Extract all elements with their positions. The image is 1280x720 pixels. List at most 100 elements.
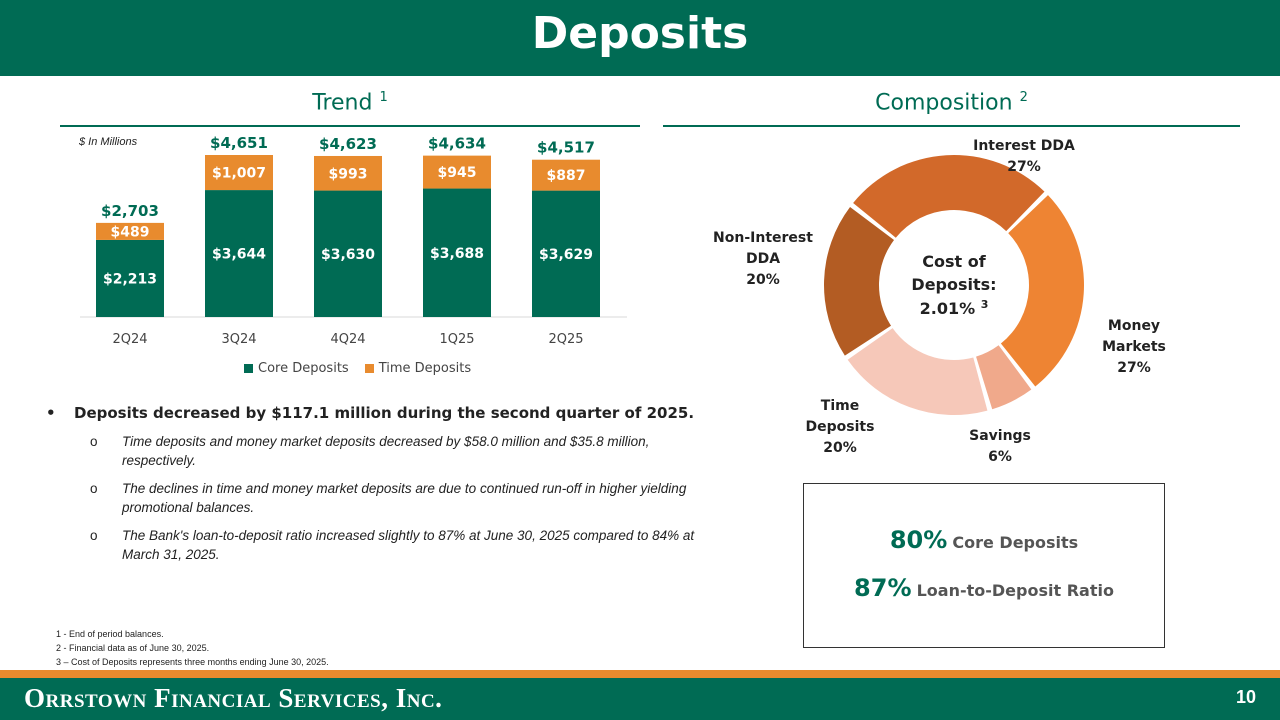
composition-title: Composition (875, 90, 1013, 116)
kpi-box: 80% Core Deposits 87% Loan-to-Deposit Ra… (803, 483, 1165, 648)
x-tick-label: 2Q25 (548, 332, 583, 347)
footnote-2: 2 - Financial data as of June 30, 2025. (56, 643, 210, 653)
time-swatch (364, 364, 374, 373)
page-number: 10 (1235, 687, 1256, 707)
total-value-label: $2,703 (101, 202, 159, 220)
x-tick-label: 4Q24 (330, 332, 365, 347)
x-tick-label: 1Q25 (439, 332, 474, 347)
total-value-label: $4,623 (319, 135, 377, 153)
trend-title: Trend (312, 90, 373, 116)
deposit-trend-chart: $2,213 $489 $2,703 2Q24 $3,644 $1,007 $4,651 3Q… (80, 134, 627, 347)
company-logo: Orrstown Financial Services, Inc. (24, 683, 443, 713)
bullet-dot-icon: • (46, 404, 56, 422)
trend-rule (60, 125, 640, 127)
kpi-loan-to-deposit: 87% Loan-to-Deposit Ratio (804, 574, 1164, 602)
slice-label: Non-Interest DDA 20% (713, 230, 813, 288)
time-value-label: $993 (329, 166, 368, 182)
legend-time: Time Deposits (364, 361, 472, 376)
deposit-composition-chart: Interest DDA 27% Money Markets 27% Savings 6% T… (713, 138, 1166, 465)
circle-bullet-icon: o (90, 434, 98, 449)
time-deposits-bar (532, 159, 600, 191)
slice-name: DDA (746, 251, 780, 267)
core-swatch (244, 364, 253, 373)
time-value-label: $887 (547, 168, 586, 184)
trend-section-title: Trend 1 (60, 90, 640, 115)
composition-rule (663, 125, 1240, 127)
slice-percent: 27% (1117, 360, 1151, 376)
core-deposits-bar (532, 190, 600, 317)
total-value-label: $4,634 (428, 135, 486, 153)
sub-bullet-text: The declines in time and money market de… (122, 481, 687, 515)
slice-label: Money Markets 27% (1102, 318, 1166, 376)
cost-value: 2.01% (920, 299, 981, 318)
donut-slice (976, 345, 1032, 410)
header-bar (0, 0, 1280, 76)
sub-bullet: o The declines in time and money market … (46, 479, 726, 517)
core-value-label: $3,630 (321, 247, 375, 263)
time-value-label: $945 (438, 165, 477, 181)
slice-name: Time (821, 398, 859, 414)
slice-label: Time Deposits 20% (806, 398, 875, 456)
x-tick-label: 3Q24 (221, 332, 256, 347)
footnote-1: 1 - End of period balances. (56, 629, 164, 639)
kpi-label: Loan-to-Deposit Ratio (916, 581, 1114, 600)
total-value-label: $4,517 (537, 139, 595, 157)
main-bullet: • Deposits decreased by $117.1 million d… (46, 404, 726, 422)
slice-percent: 27% (1007, 159, 1041, 175)
kpi-core-deposits: 80% Core Deposits (804, 526, 1164, 554)
core-value-label: $3,644 (212, 247, 266, 263)
time-deposits-bar (423, 155, 491, 189)
composition-footnote-ref: 2 (1019, 90, 1028, 105)
center-label-line1: Cost of (922, 252, 986, 271)
page-title: Deposits (531, 8, 749, 59)
core-value-label: $3,688 (430, 246, 484, 262)
slice-percent: 20% (746, 272, 780, 288)
time-value-label: $489 (111, 224, 150, 240)
kpi-value: 80% (889, 526, 948, 554)
slice-label: Savings 6% (969, 428, 1031, 465)
core-deposits-bar (205, 190, 273, 317)
center-cost-value: 2.01% 3 (920, 298, 989, 318)
donut-slice (1000, 195, 1084, 387)
slice-percent: 6% (988, 449, 1012, 465)
main-bullet-text: Deposits decreased by $117.1 million dur… (74, 404, 695, 422)
slice-name: Deposits (806, 419, 875, 435)
chart-legend: Core Deposits Time Deposits (244, 361, 471, 376)
legend-time-label: Time Deposits (378, 361, 472, 376)
total-value-label: $4,651 (210, 134, 268, 152)
footnote-3: 3 – Cost of Deposits represents three mo… (56, 657, 329, 667)
slice-name: Non-Interest (713, 230, 813, 246)
time-value-label: $1,007 (212, 166, 266, 182)
slice-name: Interest DDA (973, 138, 1075, 154)
footer-accent-line (0, 670, 1280, 678)
center-label-line2: Deposits: (911, 275, 996, 294)
legend-core: Core Deposits (244, 361, 349, 376)
sub-bullet: o Time deposits and money market deposit… (46, 432, 726, 470)
cost-footnote-ref: 3 (981, 298, 989, 311)
footer-bar (0, 678, 1280, 720)
core-value-label: $2,213 (103, 271, 157, 287)
core-deposits-bar (96, 239, 164, 317)
donut-slice (824, 206, 895, 356)
commentary: • Deposits decreased by $117.1 million d… (46, 404, 726, 573)
legend-core-label: Core Deposits (258, 361, 349, 376)
composition-section-title: Composition 2 (663, 90, 1240, 115)
slice-name: Savings (969, 428, 1031, 444)
core-value-label: $3,629 (539, 247, 593, 263)
x-tick-label: 2Q24 (112, 332, 147, 347)
time-deposits-bar (314, 155, 382, 191)
donut-slice (853, 155, 1045, 238)
slice-label: Interest DDA 27% (973, 138, 1075, 175)
kpi-value: 87% (854, 574, 912, 602)
sub-bullet-text: Time deposits and money market deposits … (122, 434, 650, 468)
trend-footnote-ref: 1 (379, 90, 388, 105)
footnotes: 1 - End of period balances. 2 - Financia… (56, 627, 329, 669)
donut-slice (847, 328, 988, 415)
time-deposits-bar (205, 155, 273, 191)
slice-name: Markets (1102, 339, 1166, 355)
sub-bullet-text: The Bank's loan-to-deposit ratio increas… (122, 528, 695, 562)
kpi-label: Core Deposits (952, 533, 1079, 552)
sub-bullet: o The Bank's loan-to-deposit ratio incre… (46, 526, 726, 564)
slice-percent: 20% (823, 440, 857, 456)
circle-bullet-icon: o (90, 528, 98, 543)
